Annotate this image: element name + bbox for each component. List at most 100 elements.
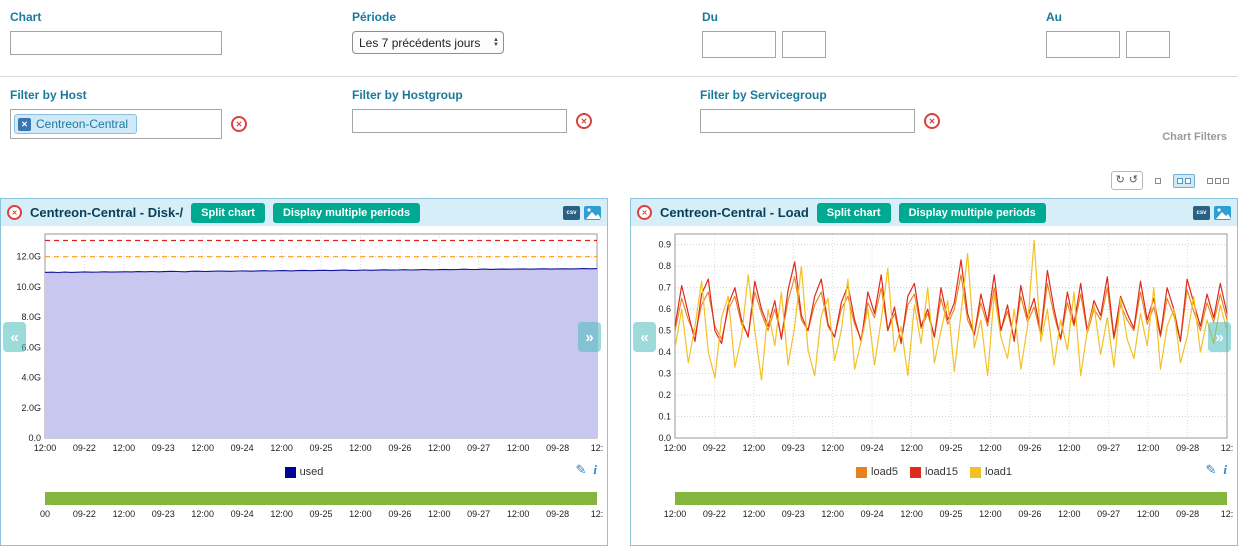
split-chart-button[interactable]: Split chart (816, 202, 891, 223)
legend-item[interactable]: load1 (970, 466, 1012, 478)
au-date-input[interactable] (1046, 31, 1120, 58)
svg-text:0.3: 0.3 (658, 369, 671, 379)
au-time-input[interactable] (1126, 31, 1170, 58)
svg-text:6.0G: 6.0G (21, 342, 41, 352)
scroll-period-right-button[interactable]: » (1208, 322, 1231, 352)
export-image-icon[interactable] (1214, 205, 1231, 220)
filter-group-hostgroup: Filter by Hostgroup ✕ (352, 88, 592, 133)
disk-usage-chart[interactable]: 0.0 2.0G 4.0G 6.0G 8.0G 10.0G 12.0G 12:00 09-22 1… (1, 226, 607, 458)
load-legend-row: load5 load15 load1 ✎ i (631, 460, 1237, 484)
svg-text:12:00: 12:00 (900, 443, 923, 453)
svg-text:12:00: 12:00 (743, 509, 766, 519)
host-filter-input[interactable]: ✕ Centreon-Central (10, 109, 222, 139)
svg-text:12:00: 12:00 (1137, 443, 1160, 453)
svg-text:8.0G: 8.0G (21, 312, 41, 322)
svg-text:09-22: 09-22 (703, 443, 726, 453)
chart-info-icon[interactable]: i (593, 462, 597, 477)
svg-text:0.8: 0.8 (658, 261, 671, 271)
legend-item[interactable]: load5 (856, 466, 898, 478)
load-average-chart[interactable]: 0.0 0.1 0.2 0.3 0.4 0.5 0.6 0.7 0.8 0.9 12:00 09-22… (631, 226, 1237, 458)
filter-group-au: Au (1046, 10, 1170, 58)
svg-text:12:00: 12:00 (34, 443, 57, 453)
scroll-period-left-button[interactable]: « (633, 322, 656, 352)
export-csv-icon[interactable]: csv (1193, 205, 1210, 220)
svg-text:12:00: 12:00 (507, 443, 530, 453)
timeline-status-bar[interactable] (45, 492, 597, 505)
svg-text:12:: 12: (1221, 509, 1234, 519)
disk-panel-header: ✕ Centreon-Central - Disk-/ Split chart … (1, 199, 607, 226)
svg-text:0.7: 0.7 (658, 283, 671, 293)
export-image-icon[interactable] (584, 205, 601, 220)
du-date-input[interactable] (702, 31, 776, 58)
edit-chart-icon[interactable]: ✎ (575, 462, 587, 477)
svg-text:09-22: 09-22 (73, 509, 96, 519)
svg-text:09-27: 09-27 (467, 509, 490, 519)
legend-item[interactable]: load15 (909, 466, 958, 478)
layout-one-column-button[interactable] (1151, 174, 1165, 188)
chart-filters-section-label: Chart Filters (1162, 131, 1227, 143)
chip-remove-icon[interactable]: ✕ (18, 117, 31, 131)
svg-text:12:00: 12:00 (1137, 509, 1160, 519)
clear-servicegroup-filter-icon[interactable]: ✕ (924, 113, 940, 129)
svg-text:0.6: 0.6 (658, 304, 671, 314)
display-multiple-periods-button[interactable]: Display multiple periods (272, 202, 421, 223)
svg-text:12:: 12: (591, 509, 604, 519)
filter-group-du: Du (702, 10, 826, 58)
svg-text:12:00: 12:00 (428, 509, 451, 519)
hostgroup-filter-label: Filter by Hostgroup (352, 88, 463, 102)
svg-text:09-24: 09-24 (861, 509, 884, 519)
close-chart-icon[interactable]: ✕ (7, 205, 22, 220)
disk-legend-row: used ✎ i (1, 460, 607, 484)
host-chip: ✕ Centreon-Central (14, 114, 138, 134)
split-chart-button[interactable]: Split chart (191, 202, 265, 223)
auto-refresh-icon[interactable]: ↺ (1128, 174, 1138, 186)
legend-item[interactable]: used (284, 466, 323, 478)
export-csv-icon[interactable]: csv (563, 205, 580, 220)
chart-tools: ✎ i (1205, 462, 1227, 478)
svg-text:12:00: 12:00 (113, 509, 136, 519)
svg-text:12:00: 12:00 (1058, 443, 1081, 453)
host-chip-label: Centreon-Central (36, 117, 129, 131)
load-chart-area: 0.0 0.1 0.2 0.3 0.4 0.5 0.6 0.7 0.8 0.9 12:00 09-22… (631, 226, 1237, 458)
scroll-period-left-button[interactable]: « (3, 322, 26, 352)
svg-text:0.5: 0.5 (658, 326, 671, 336)
svg-text:09-28: 09-28 (546, 443, 569, 453)
close-chart-icon[interactable]: ✕ (637, 205, 652, 220)
periode-select[interactable]: Les 7 précédents jours ▲ ▼ (352, 31, 504, 54)
select-stepper-icon: ▲ ▼ (493, 36, 499, 48)
layout-three-columns-button[interactable] (1203, 174, 1233, 188)
du-time-input[interactable] (782, 31, 826, 58)
chart-info-icon[interactable]: i (1223, 462, 1227, 477)
chart-panel-disk: ✕ Centreon-Central - Disk-/ Split chart … (0, 198, 608, 546)
svg-text:09-27: 09-27 (1097, 509, 1120, 519)
load-timeline: 12:00 09-22 12:00 09-23 12:00 09-24 12:00 09-25… (631, 492, 1237, 521)
servicegroup-filter-input[interactable] (700, 109, 915, 133)
svg-text:09-25: 09-25 (309, 509, 332, 519)
timeline-status-bar[interactable] (675, 492, 1227, 505)
refresh-controls: ↻ ↺ (1110, 171, 1143, 190)
chart-panel-load: ✕ Centreon-Central - Load Split chart Di… (630, 198, 1238, 546)
svg-text:09-23: 09-23 (782, 509, 805, 519)
clear-host-filter-icon[interactable]: ✕ (231, 116, 247, 132)
chart-title: Centreon-Central - Disk-/ (30, 205, 184, 220)
legend-swatch (909, 466, 921, 478)
svg-text:0.2: 0.2 (658, 390, 671, 400)
clear-hostgroup-filter-icon[interactable]: ✕ (576, 113, 592, 129)
hostgroup-filter-input[interactable] (352, 109, 567, 133)
svg-text:09-22: 09-22 (73, 443, 96, 453)
display-multiple-periods-button[interactable]: Display multiple periods (898, 202, 1046, 223)
svg-text:0.1: 0.1 (658, 412, 671, 422)
filter-divider (0, 76, 1238, 77)
edit-chart-icon[interactable]: ✎ (1205, 462, 1217, 477)
refresh-icon[interactable]: ↻ (1115, 174, 1125, 186)
au-filter-label: Au (1046, 10, 1062, 24)
svg-text:12:00: 12:00 (507, 509, 530, 519)
layout-two-columns-button[interactable] (1173, 173, 1195, 188)
scroll-period-right-button[interactable]: » (578, 322, 601, 352)
svg-text:12.0G: 12.0G (16, 252, 41, 262)
legend-swatch (856, 466, 868, 478)
svg-text:12:00: 12:00 (113, 443, 136, 453)
chart-filter-input[interactable] (10, 31, 222, 55)
legend-swatch (970, 466, 982, 478)
